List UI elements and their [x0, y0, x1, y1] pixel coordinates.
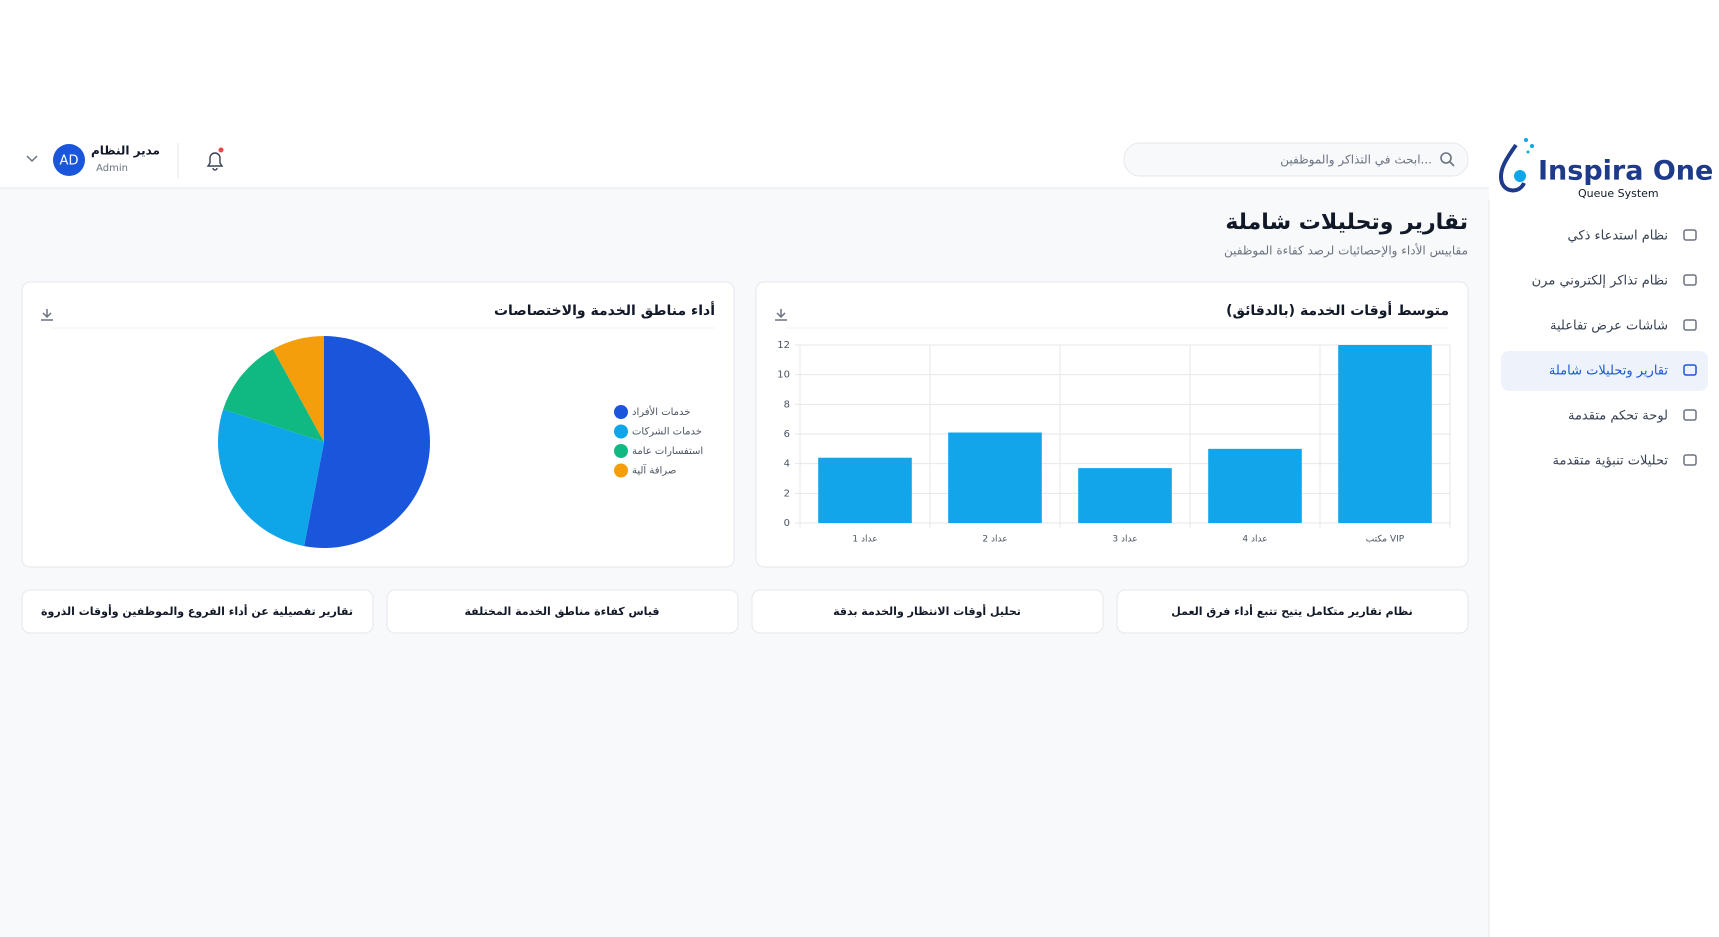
dropdown-chevron[interactable] — [26, 155, 38, 163]
pie-slice — [217, 409, 324, 547]
y-tick-label: 10 — [777, 370, 790, 381]
x-tick-label: عداد 2 — [982, 535, 1007, 545]
nav-icon — [1683, 229, 1697, 241]
feature-card — [21, 589, 374, 634]
notification-bell[interactable] — [206, 147, 224, 171]
legend-swatch — [614, 444, 628, 458]
feature-card — [386, 589, 739, 634]
bar — [818, 457, 912, 523]
search-box[interactable] — [1123, 142, 1469, 177]
y-tick-label: 12 — [777, 340, 790, 351]
x-tick-label: عداد 4 — [1242, 535, 1267, 545]
legend-label: استفسارات عامة — [632, 446, 703, 457]
y-tick-label: 8 — [784, 399, 790, 410]
legend-label: صرافة آلية — [632, 464, 676, 477]
bar — [1338, 345, 1432, 523]
legend-swatch — [614, 463, 628, 478]
nav-icon — [1683, 409, 1697, 421]
y-tick-label: 6 — [784, 429, 790, 440]
feature-card — [751, 589, 1104, 634]
logo-icon — [1499, 138, 1534, 193]
page-title: تقارير وتحليلات شاملة — [1225, 210, 1468, 235]
brand-subtitle: Queue System — [1578, 187, 1659, 200]
nav-icon — [1683, 274, 1697, 286]
user-name: مدير النظام — [91, 144, 160, 159]
pie-slice — [223, 349, 324, 442]
user-role: Admin — [96, 163, 128, 174]
nav-icon — [1683, 319, 1697, 331]
legend-swatch — [614, 405, 628, 419]
x-tick-label: عداد 3 — [1112, 535, 1137, 545]
nav-item[interactable]: نظام تذاكر إلكتروني مرن — [1532, 274, 1668, 289]
chart-title: متوسط أوقات الخدمة (بالدقائق) — [1226, 301, 1449, 319]
nav-icon — [1683, 364, 1697, 376]
feature-text: نظام تقارير متكامل يتيح تتبع أداء فرق ال… — [1171, 604, 1412, 618]
y-tick-label: 0 — [784, 518, 790, 529]
y-tick-label: 4 — [784, 459, 790, 470]
feature-text: تحليل أوقات الانتظار والخدمة بدقة — [833, 604, 1021, 618]
bar — [1078, 468, 1172, 523]
bar — [1208, 448, 1302, 523]
bar — [948, 432, 1042, 523]
legend-label: خدمات الشركات — [632, 427, 702, 438]
download-icon[interactable] — [775, 309, 787, 321]
y-tick-label: 2 — [784, 488, 790, 499]
nav-active-background — [1501, 351, 1708, 391]
nav-item[interactable]: تحليلات تنبؤية متقدمة — [1553, 454, 1669, 469]
sidebar — [1489, 131, 1719, 937]
download-icon[interactable] — [41, 309, 53, 321]
nav-item[interactable]: شاشات عرض تفاعلية — [1550, 319, 1668, 334]
feature-card — [1116, 589, 1469, 634]
search-placeholder: ابحث في التذاكر والموظفين... — [1280, 153, 1432, 168]
nav-icon — [1683, 454, 1697, 466]
search-icon — [1440, 152, 1455, 167]
legend-swatch — [614, 424, 628, 439]
nav-item[interactable]: نظام استدعاء ذكي — [1568, 229, 1668, 244]
feature-text: تقارير تفصيلية عن أداء الفروع والموظفين … — [41, 604, 353, 618]
x-tick-label: عداد 1 — [852, 535, 877, 545]
nav-item[interactable]: لوحة تحكم متقدمة — [1568, 409, 1668, 424]
pie-slice — [304, 336, 430, 548]
pie-slice — [272, 336, 324, 442]
legend-label: خدمات الأفراد — [632, 405, 690, 418]
brand-name: Inspira One — [1538, 156, 1713, 187]
chart-title: أداء مناطق الخدمة والاختصاصات — [494, 301, 715, 319]
feature-text: قياس كفاءة مناطق الخدمة المختلفة — [464, 605, 659, 618]
x-tick-label: مكتب VIP — [1366, 535, 1405, 545]
page-subtitle: مقاييس الأداء والإحصائيات لرصد كفاءة الم… — [1224, 243, 1468, 259]
nav-item[interactable]: تقارير وتحليلات شاملة — [1549, 364, 1668, 379]
avatar-initials: AD — [60, 154, 79, 169]
avatar[interactable] — [53, 144, 85, 176]
